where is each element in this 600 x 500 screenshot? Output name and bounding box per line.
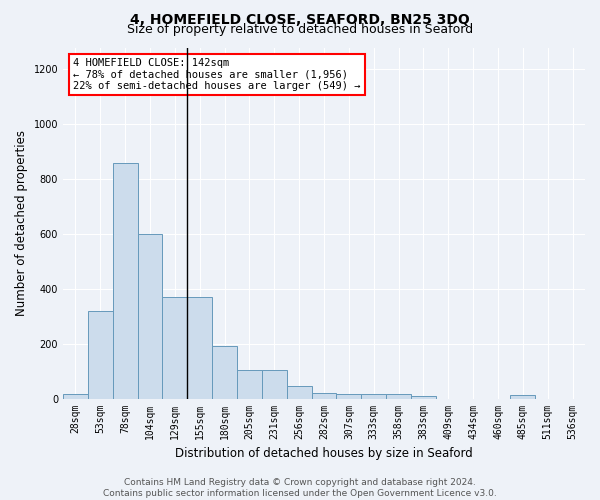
Bar xyxy=(212,346,237,399)
Bar xyxy=(113,162,137,398)
Bar xyxy=(163,297,187,398)
Bar xyxy=(361,394,386,398)
Text: Size of property relative to detached houses in Seaford: Size of property relative to detached ho… xyxy=(127,22,473,36)
Bar xyxy=(187,297,212,398)
Bar xyxy=(337,394,361,398)
Text: Contains HM Land Registry data © Crown copyright and database right 2024.
Contai: Contains HM Land Registry data © Crown c… xyxy=(103,478,497,498)
Text: 4, HOMEFIELD CLOSE, SEAFORD, BN25 3DQ: 4, HOMEFIELD CLOSE, SEAFORD, BN25 3DQ xyxy=(130,12,470,26)
Bar xyxy=(63,394,88,398)
Y-axis label: Number of detached properties: Number of detached properties xyxy=(15,130,28,316)
Bar xyxy=(287,386,311,398)
Bar xyxy=(411,396,436,398)
Bar xyxy=(311,393,337,398)
Bar xyxy=(88,311,113,398)
Bar xyxy=(137,234,163,398)
Bar xyxy=(511,395,535,398)
Bar xyxy=(262,370,287,398)
Bar xyxy=(237,370,262,398)
X-axis label: Distribution of detached houses by size in Seaford: Distribution of detached houses by size … xyxy=(175,447,473,460)
Bar xyxy=(386,394,411,398)
Text: 4 HOMEFIELD CLOSE: 142sqm
← 78% of detached houses are smaller (1,956)
22% of se: 4 HOMEFIELD CLOSE: 142sqm ← 78% of detac… xyxy=(73,58,361,91)
